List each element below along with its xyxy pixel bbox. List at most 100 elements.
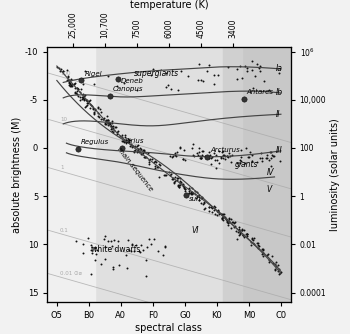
- Point: [116, 263, 122, 268]
- Point: [64, 67, 70, 72]
- Point: [124, 141, 129, 146]
- Point: [69, 83, 74, 89]
- Point: [271, 261, 276, 266]
- Point: [151, 159, 157, 164]
- Point: [126, 136, 131, 142]
- Point: [147, 157, 152, 163]
- Point: [229, 152, 234, 158]
- Point: [254, 240, 260, 246]
- Text: 1: 1: [60, 165, 64, 170]
- Point: [244, 231, 250, 237]
- Point: [236, 227, 242, 232]
- Point: [80, 241, 85, 247]
- Point: [133, 242, 139, 247]
- Point: [245, 154, 251, 159]
- Point: [150, 67, 155, 72]
- Point: [105, 122, 111, 128]
- Point: [84, 97, 90, 102]
- Point: [86, 99, 91, 104]
- Point: [74, 91, 79, 96]
- Point: [140, 151, 145, 156]
- Text: Canopus: Canopus: [112, 86, 143, 92]
- Point: [68, 81, 73, 86]
- Point: [198, 155, 204, 161]
- Point: [215, 72, 221, 77]
- Point: [273, 267, 278, 273]
- Point: [72, 90, 78, 95]
- Point: [162, 244, 168, 249]
- Point: [241, 227, 247, 233]
- Point: [206, 208, 211, 213]
- Point: [266, 260, 272, 265]
- Point: [83, 98, 89, 103]
- Point: [214, 157, 219, 163]
- Point: [173, 153, 178, 158]
- Point: [216, 149, 222, 154]
- Point: [100, 116, 106, 121]
- Point: [195, 193, 200, 199]
- Point: [58, 68, 63, 73]
- Point: [225, 64, 231, 69]
- Point: [75, 91, 80, 97]
- Point: [200, 78, 205, 83]
- Point: [92, 245, 98, 250]
- Point: [131, 148, 136, 154]
- Text: 0.01 ⊙⌀: 0.01 ⊙⌀: [60, 271, 82, 276]
- Point: [178, 179, 183, 185]
- Point: [145, 150, 150, 156]
- Point: [212, 212, 217, 217]
- Point: [82, 68, 88, 73]
- Point: [119, 134, 125, 139]
- Point: [272, 262, 278, 267]
- Point: [170, 154, 176, 159]
- Point: [130, 241, 135, 246]
- Point: [211, 72, 217, 78]
- Point: [195, 193, 201, 199]
- Point: [135, 143, 141, 148]
- Point: [175, 182, 181, 187]
- Point: [121, 138, 127, 143]
- Point: [105, 73, 111, 78]
- Point: [134, 143, 140, 149]
- Point: [155, 164, 160, 169]
- Point: [66, 82, 72, 87]
- Point: [72, 90, 77, 96]
- Point: [196, 198, 202, 203]
- Point: [192, 188, 198, 193]
- Point: [66, 79, 72, 85]
- Point: [202, 153, 208, 159]
- Point: [178, 68, 184, 74]
- Point: [132, 147, 138, 153]
- Point: [275, 269, 281, 274]
- Point: [102, 233, 107, 238]
- Point: [193, 191, 198, 196]
- Point: [211, 81, 217, 87]
- Point: [84, 98, 90, 103]
- Point: [98, 110, 104, 115]
- Point: [237, 231, 243, 236]
- Point: [88, 247, 93, 253]
- Point: [180, 157, 186, 162]
- Point: [216, 211, 222, 216]
- Point: [80, 81, 85, 87]
- Point: [220, 214, 226, 220]
- Point: [240, 232, 245, 237]
- Point: [185, 73, 190, 79]
- Point: [152, 236, 157, 241]
- Point: [215, 209, 221, 214]
- Point: [221, 214, 226, 219]
- Point: [231, 224, 237, 230]
- Point: [180, 181, 186, 186]
- Point: [234, 237, 240, 242]
- Point: [276, 272, 281, 277]
- Point: [240, 232, 246, 237]
- Point: [207, 152, 212, 158]
- Point: [261, 246, 266, 252]
- Point: [127, 247, 132, 252]
- Point: [180, 183, 185, 188]
- Point: [239, 227, 245, 232]
- Point: [206, 156, 212, 161]
- Point: [175, 175, 180, 180]
- Point: [222, 211, 227, 217]
- Point: [257, 68, 263, 74]
